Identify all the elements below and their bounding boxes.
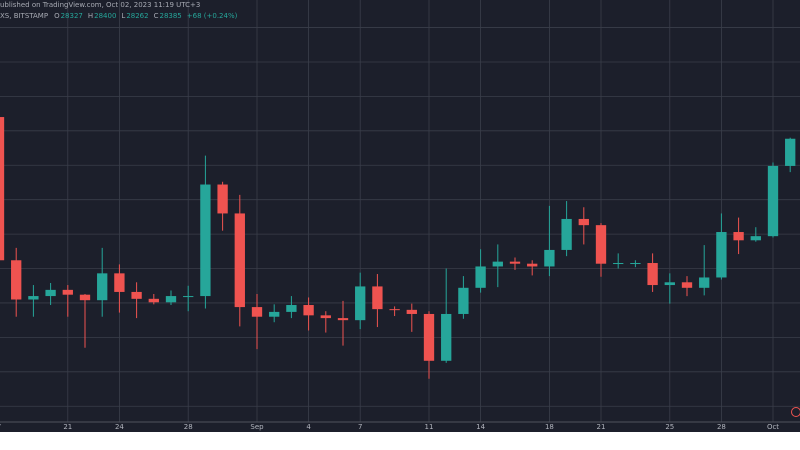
x-tick-label: 24 bbox=[115, 423, 124, 431]
x-tick-label: 14 bbox=[476, 423, 485, 431]
x-tick-label: Oct bbox=[767, 423, 779, 431]
candles bbox=[0, 117, 796, 379]
chart: 7 21 24 28 Sep 4 7 11 14 18 21 25 28 Oct ublished on … bbox=[0, 0, 800, 432]
candle-body bbox=[355, 286, 366, 321]
candle-body bbox=[234, 213, 245, 308]
candle-body bbox=[79, 294, 91, 301]
candle-body bbox=[595, 225, 607, 264]
ohlc-value: 28400 bbox=[94, 12, 116, 20]
candle-body bbox=[389, 309, 400, 311]
x-tick-label: 4 bbox=[306, 423, 311, 431]
candle-body bbox=[183, 296, 194, 298]
candle-body bbox=[303, 305, 314, 316]
candle-body bbox=[475, 266, 486, 288]
candle-body bbox=[664, 282, 675, 286]
candle-body bbox=[544, 249, 555, 267]
candle-body bbox=[320, 315, 331, 319]
x-tick-label: 21 bbox=[597, 423, 606, 431]
candle-body bbox=[441, 313, 452, 361]
candle-body bbox=[165, 296, 177, 303]
candle-body bbox=[647, 263, 658, 286]
candle-body bbox=[0, 117, 5, 261]
candle-body bbox=[492, 261, 503, 267]
icon bbox=[791, 407, 800, 417]
ohlc-label: L bbox=[121, 12, 125, 20]
candle-body bbox=[406, 309, 417, 314]
candle-body bbox=[630, 263, 641, 265]
ohlc-label: C bbox=[154, 12, 159, 20]
candle-body bbox=[613, 263, 624, 265]
candle-body bbox=[217, 184, 228, 214]
x-tick-label: Sep bbox=[250, 423, 264, 431]
x-tick-label: 28 bbox=[184, 423, 193, 431]
ohlc-label: H bbox=[88, 12, 93, 20]
candle-body bbox=[785, 138, 796, 166]
candle-body bbox=[11, 260, 22, 300]
ohlc-label: O bbox=[54, 12, 60, 20]
candle-body bbox=[372, 286, 383, 310]
candle-body bbox=[509, 261, 521, 264]
chart-background bbox=[0, 0, 800, 432]
candle-body bbox=[578, 218, 589, 226]
candle-body bbox=[148, 298, 159, 303]
candle-body bbox=[286, 305, 297, 312]
candle-body bbox=[200, 184, 211, 297]
candle-body bbox=[28, 296, 39, 300]
x-tick-label: 21 bbox=[63, 423, 72, 431]
candle-body bbox=[458, 287, 469, 314]
candle-body bbox=[561, 218, 572, 250]
candle-body bbox=[62, 289, 73, 295]
symbol: XS, BITSTAMP bbox=[0, 12, 48, 20]
ohlc-value: 28327 bbox=[61, 12, 83, 20]
candle-body bbox=[45, 289, 56, 297]
change: +68 (+0.24%) bbox=[187, 12, 238, 20]
x-tick-label: 25 bbox=[665, 423, 674, 431]
x-tick-label: 28 bbox=[717, 423, 726, 431]
candle-body bbox=[97, 273, 108, 301]
candle-body bbox=[733, 232, 744, 241]
x-axis: 7 21 24 28 Sep 4 7 11 14 18 21 25 28 Oct bbox=[0, 421, 800, 431]
candle-body bbox=[269, 311, 280, 317]
x-tick-label: 18 bbox=[545, 423, 554, 431]
candle-body bbox=[681, 282, 693, 288]
candle-body bbox=[527, 263, 538, 267]
candle-body bbox=[114, 273, 125, 292]
x-tick-label: 11 bbox=[425, 423, 434, 431]
x-tick-label: 7 bbox=[358, 423, 362, 431]
candle-body bbox=[716, 232, 727, 278]
x-tick-label: 7 bbox=[0, 423, 1, 431]
symbol-line: XS, BITSTAMP O 28327 H 28400 L 28262 C 28385 +68 … bbox=[0, 12, 238, 20]
candle-body bbox=[423, 313, 435, 361]
candle-body bbox=[337, 318, 349, 321]
published-note: ublished on TradingView.com, Oct 02, 202… bbox=[0, 1, 200, 9]
candle-body bbox=[767, 165, 779, 237]
candle-body bbox=[131, 291, 142, 299]
candle-body bbox=[750, 236, 761, 241]
candle-body bbox=[251, 307, 263, 317]
ohlc-value: 28385 bbox=[159, 12, 181, 20]
candle-body bbox=[699, 277, 710, 288]
ohlc-value: 28262 bbox=[126, 12, 148, 20]
